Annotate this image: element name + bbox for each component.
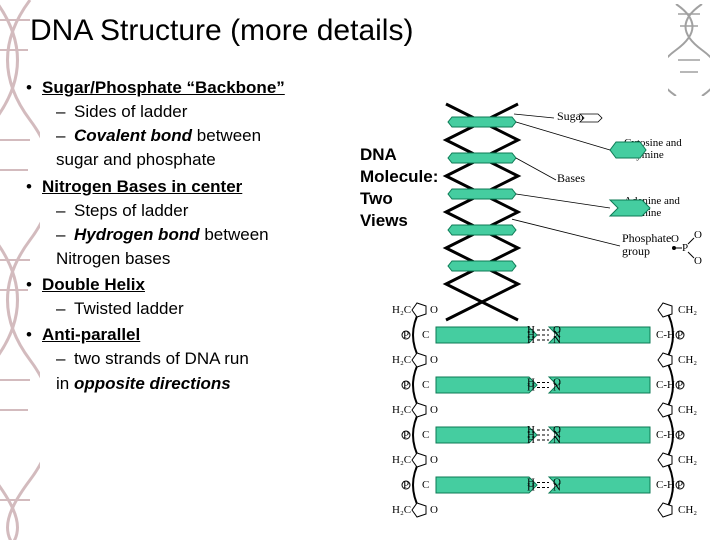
svg-text:H: H [527,334,535,346]
svg-text:P: P [677,479,683,491]
svg-text:C: C [422,379,429,391]
sub-item: Covalent bond between [56,124,366,148]
text: between [192,126,261,145]
svg-text:O: O [694,255,702,267]
svg-text:H: H [527,434,535,446]
svg-text:CH₂: CH₂ [678,404,697,416]
svg-text:CH₂: CH₂ [678,504,697,516]
svg-text:C: C [422,479,429,491]
bold-term: Covalent bond [74,126,192,145]
dna-figure: SugarCytosine andThymineBasesAdenine and… [384,100,720,530]
bullet-head: Sugar/Phosphate “Backbone” [42,78,285,97]
svg-text:P: P [677,329,683,341]
svg-text:Bases: Bases [557,171,585,185]
sub-item: two strands of DNA run [56,347,366,371]
svg-text:H₂C: H₂C [392,404,411,416]
svg-text:CH₂: CH₂ [678,304,697,316]
svg-text:P: P [403,429,409,441]
svg-text:O: O [671,233,679,245]
svg-text:O: O [430,354,438,366]
svg-text:H₂C: H₂C [392,454,411,466]
svg-text:H: H [527,482,535,494]
svg-text:O: O [430,504,438,516]
svg-text:P: P [403,479,409,491]
slide-title: DNA Structure (more details) [30,14,413,48]
sub-item: Nitrogen bases [56,247,366,271]
svg-text:N: N [553,382,561,394]
svg-text:C-H: C-H [656,379,675,391]
svg-text:C-H: C-H [656,479,675,491]
bold-term: opposite directions [74,374,231,393]
svg-text:P: P [403,379,409,391]
svg-text:H₂C: H₂C [392,354,411,366]
sub-item: in opposite directions [56,372,366,396]
svg-text:Phosphate: Phosphate [622,231,671,245]
svg-text:H: H [527,382,535,394]
sub-item: Steps of ladder [56,199,366,223]
svg-text:P: P [682,242,688,254]
svg-text:N: N [553,334,561,346]
sub-item: Sides of ladder [56,100,366,124]
svg-text:P: P [677,379,683,391]
svg-text:P: P [403,329,409,341]
svg-text:C: C [422,429,429,441]
svg-text:O: O [430,304,438,316]
svg-text:O: O [694,229,702,241]
svg-text:C: C [422,329,429,341]
svg-text:N: N [553,434,561,446]
sub-item: Hydrogen bond between [56,223,366,247]
svg-text:H₂C: H₂C [392,304,411,316]
svg-text:H₂C: H₂C [392,504,411,516]
sub-item: Twisted ladder [56,297,366,321]
bullet-backbone: Sugar/Phosphate “Backbone” Sides of ladd… [26,76,366,173]
text: in [56,374,74,393]
bullet-nitrogen-bases: Nitrogen Bases in center Steps of ladder… [26,175,366,272]
svg-text:O: O [430,404,438,416]
bullet-anti-parallel: Anti-parallel two strands of DNA run in … [26,323,366,395]
svg-text:N: N [553,482,561,494]
svg-text:CH₂: CH₂ [678,354,697,366]
svg-text:group: group [622,244,650,258]
bold-term: Hydrogen bond [74,225,200,244]
sub-item: sugar and phosphate [56,148,366,172]
bullet-head: Nitrogen Bases in center [42,177,242,196]
bg-helix-right [668,4,710,96]
svg-text:P: P [677,429,683,441]
svg-text:C-H: C-H [656,329,675,341]
svg-text:O: O [430,454,438,466]
svg-text:C-H: C-H [656,429,675,441]
bullet-head: Anti-parallel [42,325,140,344]
bullet-head: Double Helix [42,275,145,294]
bullet-content: Sugar/Phosphate “Backbone” Sides of ladd… [26,76,366,398]
bullet-double-helix: Double Helix Twisted ladder [26,273,366,321]
svg-text:CH₂: CH₂ [678,454,697,466]
text: between [200,225,269,244]
